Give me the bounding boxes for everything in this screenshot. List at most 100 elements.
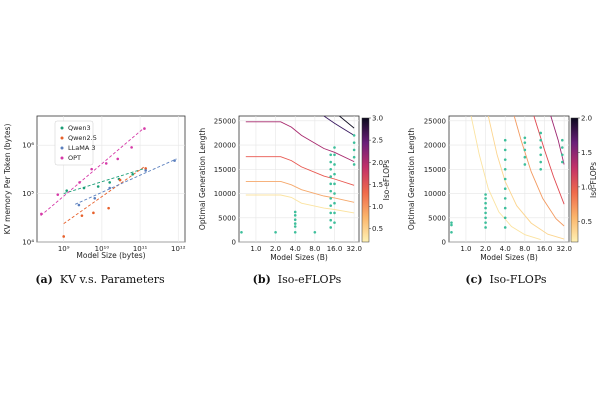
points-c (450, 131, 564, 234)
data-point (77, 203, 81, 207)
data-point (62, 235, 65, 238)
data-point (450, 223, 453, 227)
iso-line (245, 121, 355, 163)
legend-label: OPT (68, 154, 81, 162)
data-point (484, 216, 487, 220)
data-point (329, 153, 333, 157)
y-tick-label: 5000 (428, 214, 446, 222)
data-point (329, 175, 333, 178)
colorbar-c (570, 117, 579, 243)
y-axis-label-b: Optimal Generation Length (198, 128, 207, 230)
caption-tag-c: (c) (465, 273, 482, 286)
data-point (352, 141, 356, 144)
data-point (539, 146, 543, 149)
iso-line (245, 180, 355, 203)
data-point (173, 159, 176, 162)
data-point (561, 138, 564, 142)
x-tick-label: 1.0 (460, 245, 471, 253)
data-point (329, 211, 333, 215)
iso-line (487, 116, 565, 240)
data-point (78, 181, 81, 184)
iso-line (470, 116, 541, 241)
data-point (484, 221, 487, 224)
panel-iso-flops: 1.0 2.0 4.0 8.0 16.0 32.0 0 5000 10000 15000 2000… (407, 115, 598, 287)
y-tick-label: 0 (232, 239, 236, 247)
y-ticks-a: 10⁴ 10⁵ 10⁶ (22, 142, 34, 247)
data-point (333, 201, 336, 205)
x-tick-label: 10⁹ (58, 245, 70, 253)
data-point (329, 168, 333, 171)
data-point (333, 172, 336, 176)
x-axis-label-a: Model Size (bytes) (76, 251, 145, 260)
colorbar-tick-label: 0.5 (372, 225, 383, 233)
data-point (503, 187, 507, 190)
y-tick-label: 25000 (424, 117, 446, 125)
iso-lines-c (470, 116, 565, 241)
fit-line (63, 166, 145, 224)
data-point (503, 138, 507, 142)
iso-line (550, 116, 565, 165)
y-tick-label: 0 (442, 239, 446, 247)
colorbar-tick-label: 1.0 (581, 183, 592, 191)
data-point (293, 225, 297, 228)
data-point (539, 131, 543, 135)
plot-area-b (238, 115, 360, 243)
data-point (293, 222, 297, 225)
fit-line (63, 168, 145, 195)
iso-line (245, 194, 355, 214)
data-point (561, 160, 564, 164)
data-point (240, 231, 243, 234)
data-point (484, 206, 487, 210)
colorbar-label-b: Iso-eFLOPs (382, 160, 391, 201)
caption-text-b: Iso-eFLOPs (278, 273, 342, 286)
data-point (329, 204, 333, 207)
y-tick-label: 15000 (424, 166, 446, 174)
data-point (144, 169, 147, 172)
data-point (352, 134, 356, 137)
data-point (450, 231, 453, 234)
colorbar-tick-label: 1.5 (372, 181, 383, 189)
colorbar-ticks-c: 0.5 1.0 1.5 2.0 (578, 115, 592, 226)
y-tick-label: 10000 (214, 190, 236, 198)
data-point (333, 211, 336, 215)
data-point (523, 155, 527, 159)
fit-lines-a (40, 127, 177, 224)
colorbar-tick-label: 0.5 (581, 218, 592, 226)
data-point (329, 218, 333, 222)
data-point (329, 189, 333, 193)
x-tick-label: 8.0 (309, 245, 320, 253)
legend-marker (60, 126, 64, 130)
y-ticks-b: 0 5000 10000 15000 20000 25000 (214, 117, 236, 246)
x-axis-label-b: Model Sizes (B) (270, 253, 328, 262)
data-point (329, 197, 333, 200)
data-point (523, 136, 527, 140)
x-tick-label: 10¹¹ (133, 245, 148, 253)
data-point (503, 168, 507, 171)
data-point (539, 168, 543, 171)
data-point (333, 182, 336, 186)
panel-kv-vs-parameters: 10⁹ 10¹⁰ 10¹¹ 10¹² 10⁴ 10⁵ 10⁶ Qwen3 Qwen2.5 LL… (3, 115, 186, 286)
data-point (40, 212, 43, 216)
colorbar-tick-label: 3.0 (372, 115, 383, 123)
data-point (333, 221, 336, 224)
data-point (484, 197, 487, 200)
data-point (503, 206, 507, 210)
colorbar-tick-label: 1.0 (372, 203, 383, 211)
colorbar-b (361, 117, 370, 243)
data-point (352, 155, 356, 159)
data-point (523, 163, 527, 166)
x-ticks-b: 1.0 2.0 4.0 8.0 16.0 32.0 (250, 245, 362, 253)
x-tick-label: 4.0 (290, 245, 301, 253)
data-point (96, 185, 100, 188)
legend-a: Qwen3 Qwen2.5 LLaMA 3 OPT (54, 120, 97, 166)
colorbar-tick-label: 2.5 (372, 137, 383, 145)
x-tick-label: 10¹⁰ (95, 245, 110, 253)
x-tick-label: 32.0 (556, 245, 572, 253)
panel-iso-eflops: 1.0 2.0 4.0 8.0 16.0 32.0 0 5000 10000 15000 2000… (198, 115, 391, 287)
data-point (333, 153, 336, 157)
y-tick-label: 20000 (424, 142, 446, 150)
colorbar-tick-label: 2.0 (581, 115, 592, 123)
data-point (329, 182, 333, 186)
data-point (503, 216, 507, 220)
data-point (93, 196, 97, 200)
